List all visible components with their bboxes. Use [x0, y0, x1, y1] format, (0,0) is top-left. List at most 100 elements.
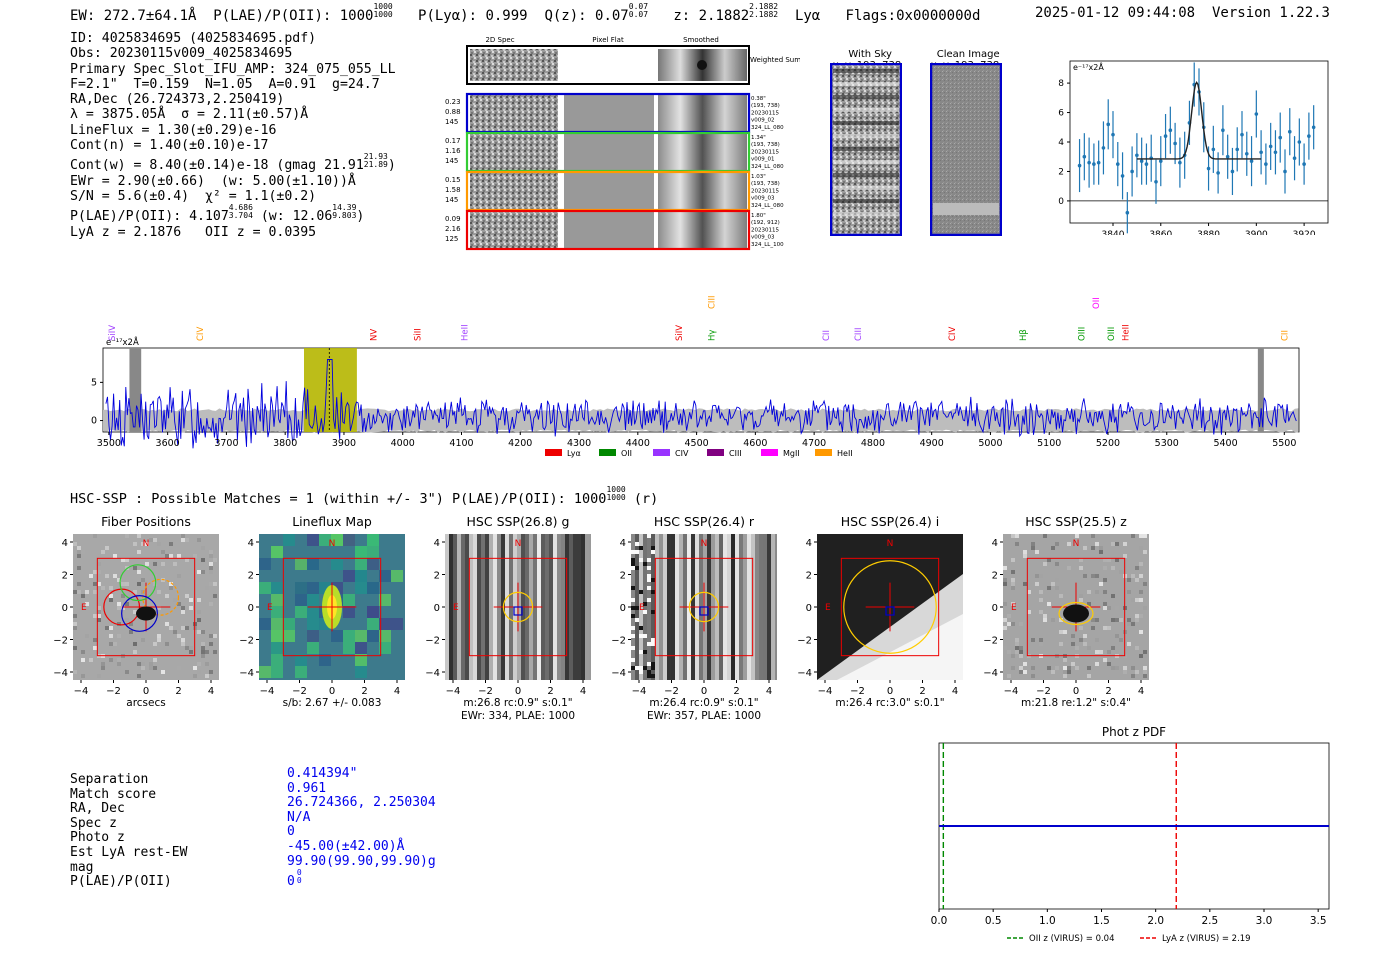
line-label: CII — [1280, 330, 1290, 341]
pz-xtick-label: 1.0 — [1039, 915, 1056, 927]
hsc-xtick-label: 0 — [1073, 686, 1079, 697]
north-label: N — [143, 539, 150, 549]
detect-lineflux: LineFlux = 1.30(±0.29)e-16 — [70, 122, 277, 138]
hsc-panel-title: Lineflux Map — [292, 514, 372, 529]
weighted-sum-row: Weighted Sum — [466, 45, 800, 85]
timestamp: 2025-01-12 09:44:08 — [1034, 5, 1196, 21]
hsc-ytick-label: −4 — [425, 668, 440, 679]
east-label: E — [825, 603, 831, 613]
target-box — [885, 606, 895, 616]
hsc-xtick-label: 4 — [208, 686, 214, 697]
hsc-xtick-label: 4 — [952, 686, 958, 697]
hsc-xtick-label: −4 — [260, 686, 275, 697]
cutout-right-label: (193, 738) — [751, 142, 780, 148]
col-title-2dspec: 2D Spec — [485, 36, 514, 44]
east-label: E — [453, 603, 459, 613]
spec-ylabel: e⁻¹⁷x2Å — [106, 336, 139, 348]
north-label: N — [515, 539, 522, 549]
fit-point — [1297, 140, 1302, 144]
source-blob — [136, 606, 156, 621]
aperture-circle — [843, 560, 937, 654]
fit-point — [1254, 112, 1259, 116]
hsc-panel: HSC SSP(26.4) i N E 4 2 0 −2 −4 −4 −2 0 2 4 m:26.4 rc… — [797, 514, 963, 709]
east-label: E — [81, 603, 87, 613]
fit-point — [1206, 166, 1211, 171]
hsc-caption: m:26.4 rc:0.9" s:0.1" — [649, 697, 758, 709]
fit-point — [1139, 159, 1144, 163]
detect-radec: RA,Dec (26.724373,2.250419) — [70, 92, 285, 108]
hsc-xtick-label: 0 — [143, 686, 149, 697]
hsc-xtick-label: 0 — [515, 686, 521, 697]
hsc-xtick-label: −4 — [446, 686, 461, 697]
cutout-right-label: 1.80" — [751, 213, 766, 219]
fit-point — [1278, 135, 1283, 140]
cutout-row: 0.09 2.16 125 1.80"(192, 912)20230115 v009_0… — [445, 209, 784, 251]
spec-ytick-label: 5 — [91, 377, 97, 388]
spec-xtick-label: 3800 — [273, 438, 297, 449]
line-label: CIII — [707, 296, 717, 309]
fit-xtick-label: 3840 — [1102, 230, 1125, 235]
aperture-circle — [502, 591, 534, 623]
hsc-caption: m:26.4 rc:3.0" s:0.1" — [835, 697, 944, 709]
match-value: 0.961 — [287, 780, 327, 796]
hsc-xtick-label: 2 — [919, 686, 925, 697]
hsc-xtick-label: 2 — [361, 686, 367, 697]
cutout-frame — [465, 209, 751, 251]
spectra-cutouts: 2D Spec Pixel Flat Smoothed Weighted Sum… — [445, 36, 800, 251]
cutout-right-label: (193, 738) — [751, 181, 780, 187]
spec-xtick-label: 4900 — [920, 438, 944, 449]
masked-region — [129, 348, 142, 432]
hsc-panel: Fiber Positions N E 4 2 0 −2 −4 −4 −2 0 2 4 arcsecs — [53, 514, 219, 709]
fit-xtick-label: 3920 — [1293, 230, 1316, 235]
cutout-left-label: 1.58 — [445, 186, 461, 194]
line-label: CIV — [948, 327, 958, 341]
spec-ytick-label: 0 — [91, 416, 97, 427]
detect-id: ID: 4025834695 (4025834695.pdf) — [70, 31, 317, 46]
cutout-right-label: 324_LL_080 — [751, 125, 784, 131]
north-label: N — [1073, 539, 1080, 549]
line-label: HeII — [460, 324, 470, 341]
hsc-xtick-label: 2 — [547, 686, 553, 697]
hsc-caption: arcsecs — [126, 697, 165, 709]
spec-xtick-label: 4600 — [743, 438, 767, 449]
cutout-pixelflat — [564, 134, 654, 170]
cutout-right-label: 20230115 — [751, 227, 779, 233]
plae-summary: P(LAE)/P(OII): 10001000 1000 — [213, 2, 393, 25]
spec-xtick-label: 3700 — [214, 438, 238, 449]
fit-point — [1283, 169, 1287, 174]
hsc-xtick-label: 4 — [1138, 686, 1144, 697]
fiber-circle — [121, 595, 158, 632]
fit-point — [1307, 134, 1311, 138]
pz-legend-label: OII z (VIRUS) = 0.04 — [1029, 934, 1115, 944]
fit-point — [1163, 134, 1168, 138]
fit-point — [1249, 159, 1254, 163]
north-label: N — [887, 539, 894, 549]
fit-point — [1173, 141, 1177, 146]
cutout-left-label: 125 — [445, 235, 458, 243]
match-label: Separation — [70, 772, 149, 787]
cutout-smoothed — [658, 134, 747, 170]
fit-point — [1154, 179, 1158, 184]
match-value: 26.724366, 2.250304 — [287, 795, 436, 811]
hsc-panel: HSC SSP(26.8) g N E 4 2 0 −2 −4 −4 −2 0 2 4 m:26.8 rc… — [425, 514, 591, 722]
fit-ytick-label: 0 — [1058, 197, 1064, 207]
line-label-text: CII — [822, 330, 832, 341]
hsc-ytick-label: 2 — [620, 571, 626, 582]
legend-label: Lyα — [567, 449, 581, 458]
east-label: E — [1011, 603, 1017, 613]
cutout-left-label: 145 — [445, 196, 458, 204]
cutout-smoothed — [658, 212, 747, 248]
hsc-ytick-label: 0 — [806, 603, 812, 614]
line-label: Hγ — [707, 330, 717, 341]
aperture-ellipse — [1058, 601, 1094, 626]
line-label-text: OIII — [1078, 327, 1088, 341]
hsc-ytick-label: −4 — [53, 668, 68, 679]
fit-point — [1096, 160, 1101, 165]
hsc-ytick-label: 2 — [434, 571, 440, 582]
fit-point — [1240, 132, 1244, 137]
pz-xtick-label: 0.0 — [931, 915, 948, 927]
col-title-smoothed: Smoothed — [683, 36, 719, 44]
match-values: 0.414394" 0.961 26.724366, 2.250304 N/A 0 -45… — [287, 766, 436, 890]
hsc-ytick-label: −2 — [53, 636, 68, 647]
fit-point — [1211, 147, 1216, 152]
